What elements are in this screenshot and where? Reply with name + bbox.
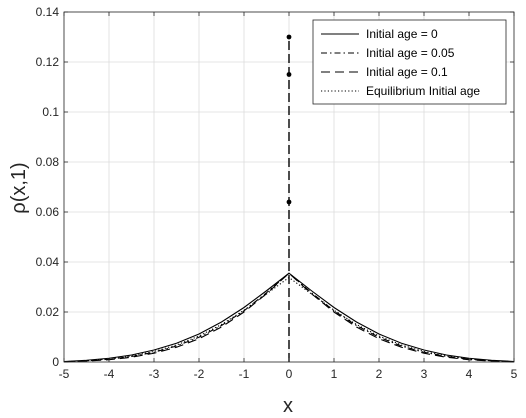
y-tick-label: 0.1 <box>42 105 59 119</box>
x-tick-label: -5 <box>59 367 70 381</box>
axes <box>63 11 515 363</box>
x-tick-label: 3 <box>421 367 428 381</box>
x-tick-label: 2 <box>376 367 383 381</box>
y-tick-label: 0.12 <box>36 55 60 69</box>
point-mass-marker-1 <box>286 72 292 77</box>
series-line-3 <box>63 276 515 363</box>
legend-label-3: Equilibrium Initial age <box>366 84 480 98</box>
x-tick-label: 1 <box>331 367 338 381</box>
x-tick-label: -4 <box>104 367 115 381</box>
y-axis-label: ρ(x,1) <box>8 162 30 213</box>
legend-label-0: Initial age = 0 <box>366 27 438 41</box>
x-tick-label: 0 <box>286 367 293 381</box>
x-tick-label: -2 <box>194 367 205 381</box>
y-tick-label: 0.08 <box>36 155 60 169</box>
series-line-1 <box>63 272 515 363</box>
series-lines <box>63 34 515 363</box>
y-tick-label: 0 <box>52 355 59 369</box>
plot-frame <box>63 11 515 363</box>
tick-labels: -5 -4 -3 -2 -1 0 1 2 3 4 5 0 0.02 0.04 0.06 0.08 0.1 0.12… <box>36 5 518 381</box>
y-tick-label: 0.06 <box>36 205 60 219</box>
y-tick-label: 0.02 <box>36 305 60 319</box>
y-tick-label: 0.14 <box>36 5 60 19</box>
y-tick-label: 0.04 <box>36 255 60 269</box>
series-line-0 <box>63 272 515 363</box>
x-tick-label: 4 <box>466 367 473 381</box>
x-tick-label: 5 <box>511 367 518 381</box>
point-mass-marker-3 <box>286 199 292 205</box>
x-tick-label: -1 <box>239 367 250 381</box>
series-line-2 <box>63 272 515 363</box>
point-mass-marker-2 <box>286 34 292 40</box>
legend-label-2: Initial age = 0.1 <box>366 65 448 79</box>
legend: Initial age = 0 Initial age = 0.05 Initial… <box>312 19 507 105</box>
x-axis-label: x <box>283 395 293 417</box>
legend-label-1: Initial age = 0.05 <box>366 46 455 60</box>
x-tick-label: -3 <box>149 367 160 381</box>
